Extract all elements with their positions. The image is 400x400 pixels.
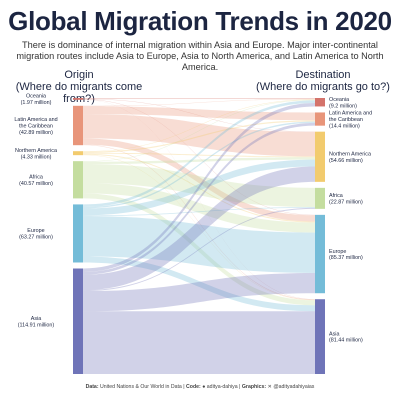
flow-latin-america-and-the-caribbean-to-northern-america [83, 114, 315, 157]
flow-europe-to-asia [83, 256, 315, 312]
origin-label-asia: Asia (114.91 million) [18, 316, 55, 328]
destination-heading-subtitle: (Where do migrants go to?) [256, 81, 390, 93]
destination-node-europe [315, 214, 325, 294]
footer-credits: Data: United Nations & Our World in Data… [85, 384, 315, 390]
footer-code-label: Code: [186, 384, 201, 390]
origin-node-asia [73, 268, 83, 374]
destination-label-oceania: Oceania (9.2 million) [329, 97, 357, 109]
flow-northern-america-to-asia [83, 154, 315, 301]
destination-heading-title: Destination [295, 69, 351, 81]
flow-europe-to-oceania [83, 100, 315, 207]
footer-data-text: United Nations & Our World in Data [100, 384, 182, 390]
footer-graphics-label: Graphics: [241, 384, 267, 390]
github-icon: ● [202, 384, 206, 390]
flow-africa-to-africa [83, 164, 315, 208]
origin-heading: Origin (Where do migrants come from?) [4, 69, 154, 105]
origin-node-africa [73, 161, 83, 199]
destination-heading: Destination (Where do migrants go to?) [248, 69, 398, 93]
flow-latin-america-and-the-caribbean-to-europe [83, 138, 315, 222]
flow-oceania-to-oceania [83, 98, 315, 99]
flow-oceania-to-asia [83, 99, 315, 300]
flow-northern-america-to-europe [83, 153, 315, 223]
flow-asia-to-oceania [83, 102, 315, 272]
origin-heading-subtitle: (Where do migrants come from?) [15, 81, 143, 105]
flow-latin-america-and-the-caribbean-to-latin-america-and-the-caribbean [83, 106, 315, 121]
flow-europe-to-africa [83, 207, 315, 217]
origin-node-europe [73, 204, 83, 263]
origin-label-europe: Europe (63.27 million) [19, 228, 53, 240]
destination-label-asia: Asia (81.44 million) [329, 331, 363, 343]
flow-northern-america-to-northern-america [83, 152, 315, 158]
destination-label-northern-america: Northern America (54.66 million) [329, 151, 371, 163]
destination-label-africa: Africa (22.87 million) [329, 193, 363, 205]
destination-node-asia [315, 299, 325, 374]
footer-graphics-text: @adityadahiyaias [273, 384, 315, 390]
chart-title: Global Migration Trends in 2020 [8, 6, 392, 36]
origin-label-latin-america-and-the-caribbean: Latin America and the Caribbean (42.89 mil… [14, 117, 57, 136]
flow-asia-to-europe [83, 272, 315, 312]
origin-label-northern-america: Northern America (4.33 million) [15, 148, 57, 160]
flow-asia-to-latin-america-and-the-caribbean [83, 122, 315, 275]
flows-layer [83, 98, 315, 374]
flow-oceania-to-northern-america [83, 98, 315, 133]
nodes-layer [73, 98, 325, 374]
destination-node-northern-america [315, 131, 325, 182]
flow-asia-to-asia [83, 311, 315, 374]
flow-latin-america-and-the-caribbean-to-oceania [83, 98, 315, 107]
flow-latin-america-and-the-caribbean-to-asia [83, 144, 315, 300]
origin-node-latin-america-and-the-caribbean [73, 105, 83, 146]
origin-label-oceania: Oceania (1.97 million) [21, 94, 52, 106]
flow-northern-america-to-latin-america-and-the-caribbean [83, 120, 315, 153]
labels-layer: Oceania (1.97 million) Latin America and th… [14, 94, 372, 344]
flow-asia-to-africa [83, 207, 315, 292]
flow-asia-to-northern-america [83, 166, 315, 291]
flow-africa-to-europe [83, 183, 315, 233]
footer-code-text: aditya-dahiya [206, 384, 238, 390]
x-icon: ✕ [267, 384, 272, 390]
origin-node-northern-america [73, 151, 83, 156]
destination-node-africa [315, 187, 325, 209]
origin-label-africa: Africa (40.57 million) [19, 175, 53, 187]
origin-heading-title: Origin [64, 69, 94, 81]
flow-africa-to-asia [83, 193, 315, 306]
destination-node-latin-america-and-the-caribbean [315, 112, 325, 126]
flow-europe-to-europe [83, 216, 315, 273]
flow-africa-to-northern-america [83, 157, 315, 165]
footer-data-label: Data: [85, 384, 99, 390]
destination-label-latin-america-and-the-caribbean: Latin America and the Caribbean (14.4 mill… [329, 111, 372, 130]
chart-subtitle: There is dominance of internal migration… [16, 40, 384, 72]
origin-node-oceania [73, 98, 83, 100]
flow-africa-to-oceania [83, 99, 315, 162]
flow-oceania-to-europe [83, 99, 315, 216]
flow-northern-america-to-oceania [83, 99, 315, 152]
destination-node-oceania [315, 98, 325, 107]
flow-europe-to-latin-america-and-the-caribbean [83, 121, 315, 209]
flow-europe-to-northern-america [83, 159, 315, 216]
destination-label-europe: Europe (85.37 million) [329, 249, 363, 261]
